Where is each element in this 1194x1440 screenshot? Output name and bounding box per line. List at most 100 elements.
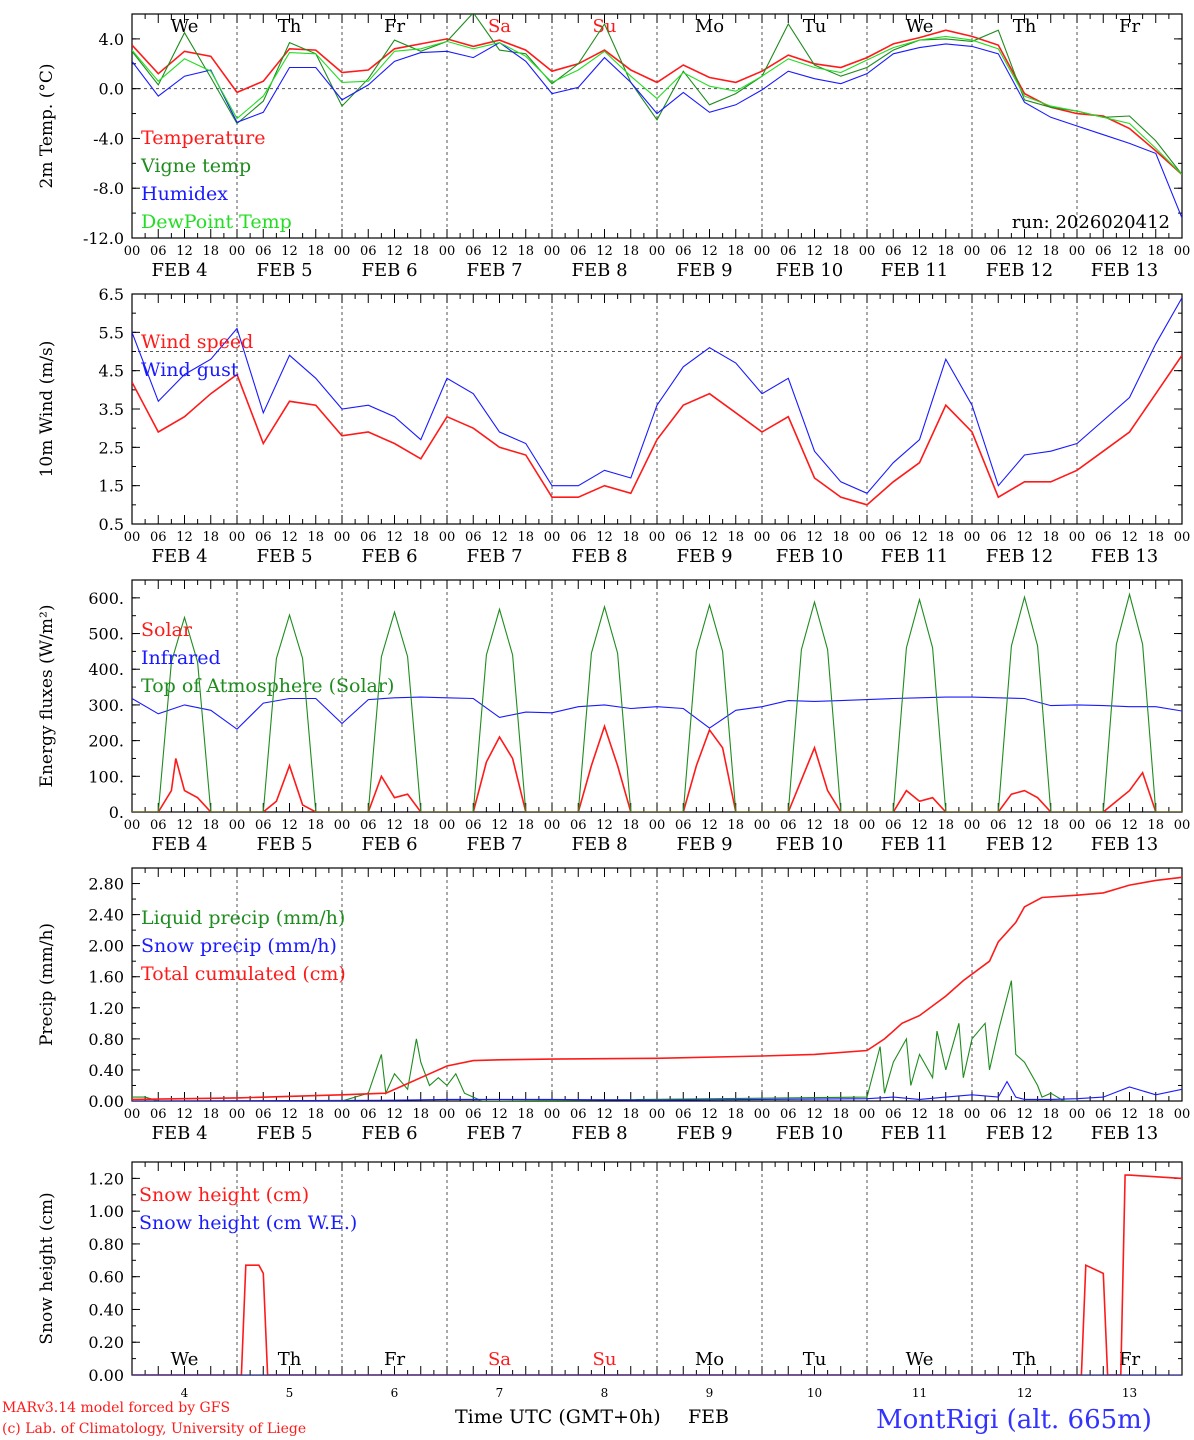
hour-label: 18 [1147,244,1164,259]
day-number-label: 13 [1122,1386,1137,1400]
hour-label: 00 [334,244,351,259]
date-label: FEB 12 [986,260,1053,281]
panel-2: 6.5 5.5 4.5 3.5 2.5 1.5 0.5 10m Wind (m/s) 00 06 1… [37,285,1190,567]
hour-label: 18 [937,530,954,545]
day-name-label: Tu [803,16,827,37]
hour-label: 12 [491,244,508,259]
hour-label: 18 [307,244,324,259]
date-label: FEB 10 [776,834,843,855]
date-label: FEB 13 [1091,260,1158,281]
y-axis-title: 2m Temp. (°C) [37,63,57,188]
hour-label: 12 [596,244,613,259]
y-tick-label: 4.5 [99,362,124,381]
hour-label: 00 [964,818,981,833]
hour-label: 18 [1147,818,1164,833]
hour-label: 12 [491,530,508,545]
date-label: FEB 6 [361,834,417,855]
hour-label: 06 [780,818,797,833]
panel-3: 600. 500. 400. 300. 200. 100. 0. Energy fluxes … [37,579,1191,855]
hour-label: 00 [1174,818,1191,833]
hour-label: 00 [544,244,561,259]
hour-label: 06 [570,530,587,545]
date-label: FEB 5 [256,546,312,567]
y-tick-label: -8.0 [93,179,124,198]
hour-label: 18 [202,818,219,833]
date-label: FEB 8 [571,260,627,281]
date-label: FEB 9 [676,1123,732,1144]
credit-line-1: MARv3.14 model forced by GFS [2,1400,230,1416]
hour-label: 18 [202,244,219,259]
hour-label: 06 [570,244,587,259]
hour-label: 06 [885,818,902,833]
y-tick-label: 2.5 [99,438,124,457]
date-label: FEB 12 [986,834,1053,855]
hour-label: 18 [727,818,744,833]
date-label: FEB 7 [466,1123,522,1144]
hour-label: 18 [832,530,849,545]
day-number-label: 12 [1017,1386,1032,1400]
hour-label: 06 [990,244,1007,259]
run-label: run: 2026020412 [1012,212,1170,233]
hour-label: 00 [1174,1107,1191,1122]
series-line-dewpoint-temp [132,35,1182,175]
hour-label: 06 [465,244,482,259]
hour-label: 00 [124,530,141,545]
hour-label: 00 [124,244,141,259]
series-line-vigne-temp [132,14,1182,175]
hour-label: 18 [727,244,744,259]
hour-label: 12 [281,530,298,545]
hour-label: 00 [649,818,666,833]
hour-label: 06 [255,530,272,545]
day-name-label: Su [593,1349,617,1370]
day-name-label: Fr [384,1349,405,1370]
day-name-label: We [171,1349,199,1370]
date-label: FEB 5 [256,1123,312,1144]
hour-label: 06 [150,530,167,545]
legend-entry: DewPoint Temp [141,211,292,233]
date-label: FEB 8 [571,546,627,567]
panel-1: 4.0 0.0 -4.0 -8.0 -12.0 2m Temp. (°C) 00 06 12 18… [37,13,1190,281]
hour-label: 06 [255,244,272,259]
date-label: FEB 13 [1091,1123,1158,1144]
hour-label: 12 [701,530,718,545]
day-number-label: 11 [912,1386,927,1400]
y-tick-label: 1.20 [88,1169,124,1188]
hour-label: 18 [622,818,639,833]
hour-label: 06 [990,818,1007,833]
hour-label: 00 [754,1107,771,1122]
hour-label: 12 [386,1107,403,1122]
date-label: FEB 12 [986,1123,1053,1144]
hour-label: 18 [517,244,534,259]
hour-label: 00 [964,530,981,545]
day-name-label: Th [1013,16,1037,37]
hour-label: 00 [439,244,456,259]
hour-label: 00 [859,1107,876,1122]
legend-entry: Wind speed [141,331,253,353]
y-tick-label: 2.00 [88,937,124,956]
hour-label: 18 [1147,1107,1164,1122]
hour-label: 18 [622,1107,639,1122]
hour-label: 00 [649,530,666,545]
day-name-label: We [906,16,934,37]
date-label: FEB 4 [151,834,207,855]
legend-entry: Total cumulated (cm) [141,963,346,985]
hour-label: 18 [517,530,534,545]
hour-label: 06 [360,818,377,833]
hour-label: 06 [675,530,692,545]
series-line-wind-speed [132,354,1182,506]
hour-label: 06 [360,530,377,545]
hour-label: 00 [124,818,141,833]
date-label: FEB 5 [256,260,312,281]
y-tick-label: 2.40 [88,906,124,925]
hour-label: 12 [701,244,718,259]
hour-label: 06 [885,244,902,259]
hour-label: 00 [439,1107,456,1122]
hour-label: 18 [412,530,429,545]
series-line-snow-height-cm- [132,1174,1182,1375]
date-label: FEB 7 [466,834,522,855]
series-line-solar [132,723,1182,812]
date-label: FEB 12 [986,546,1053,567]
hour-label: 18 [1042,530,1059,545]
hour-label: 06 [885,1107,902,1122]
panel-frame [131,13,1183,239]
